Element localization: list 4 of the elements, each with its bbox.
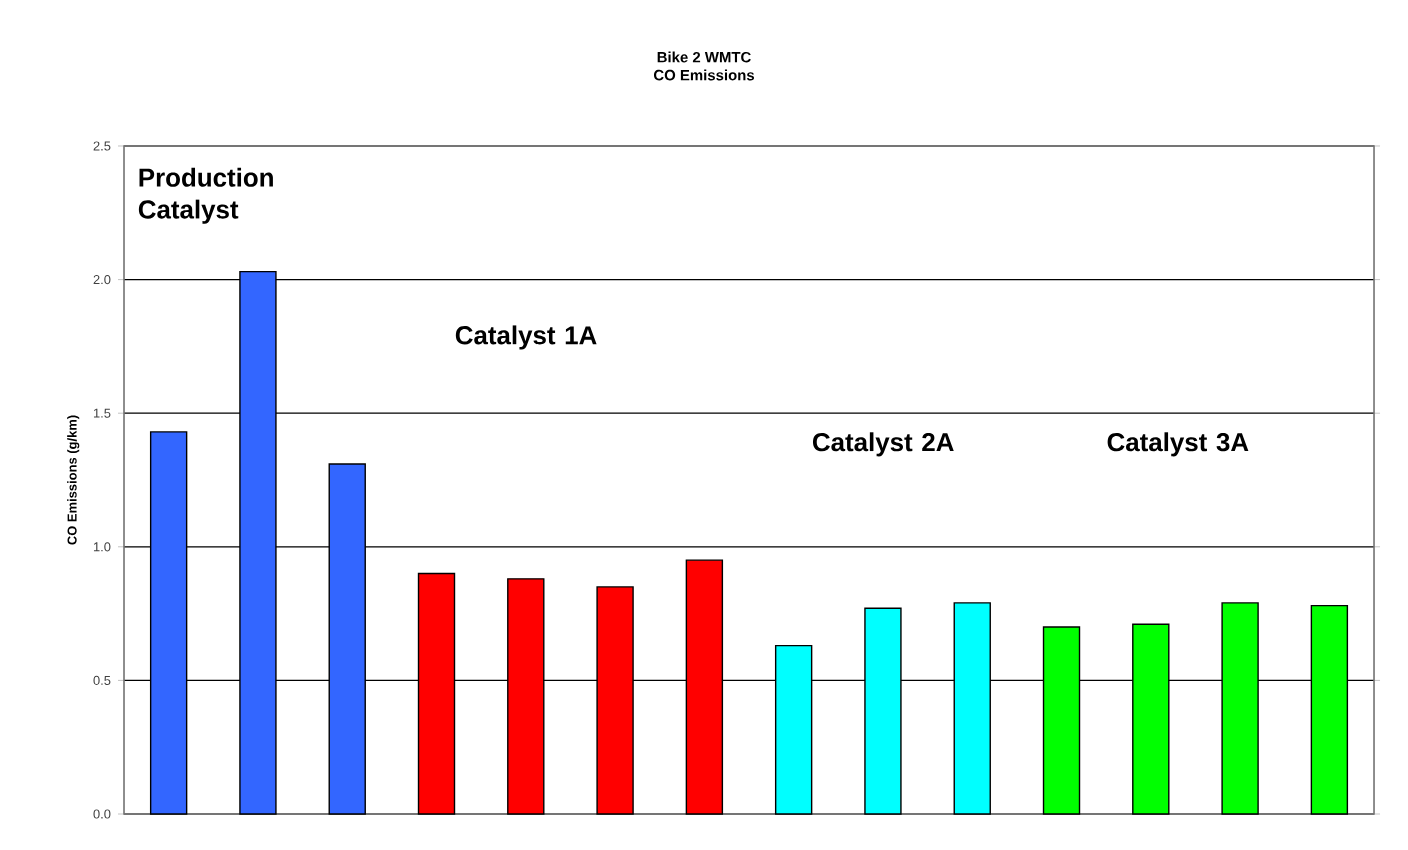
- annotation: Catalyst 3A: [1107, 432, 1249, 457]
- annotation: Catalyst 2A: [812, 432, 954, 457]
- annotation: Production Catalyst: [138, 167, 273, 224]
- annotation: Catalyst 1A: [455, 325, 597, 350]
